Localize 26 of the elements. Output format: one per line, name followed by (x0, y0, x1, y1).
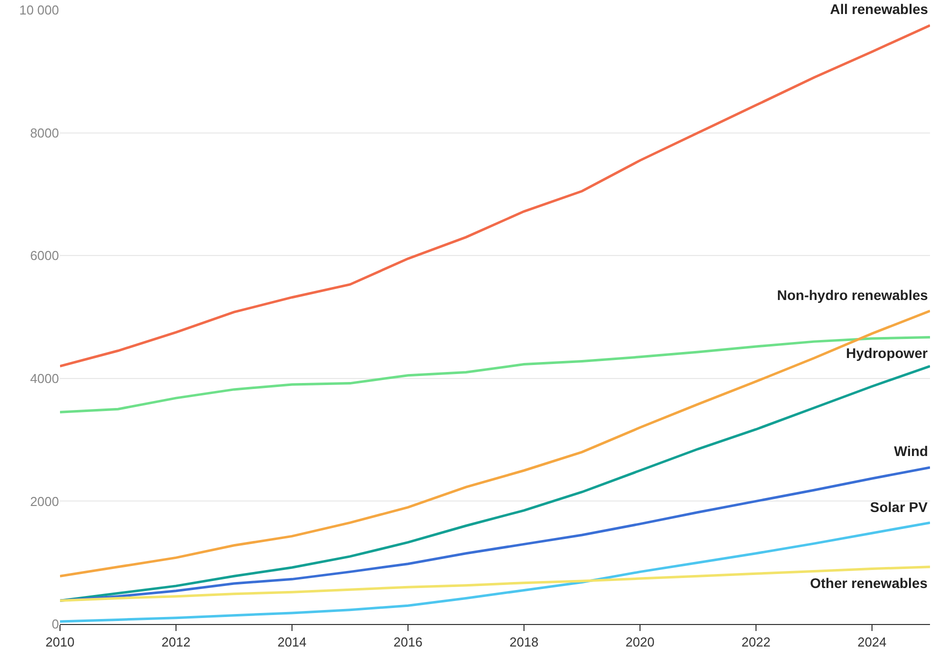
line-series (60, 566, 930, 602)
x-tick-label: 2024 (858, 634, 886, 650)
series-label: Hydropower (846, 345, 928, 361)
line-series (60, 466, 930, 602)
x-tick-label: 2014 (278, 634, 306, 650)
x-tick-label: 2018 (510, 634, 538, 650)
y-tick-label: 8000 (30, 125, 59, 140)
line-series (60, 310, 930, 578)
series-label: Solar PV (870, 499, 928, 515)
series-label: Other renewables (810, 575, 928, 591)
y-tick-label: 0 (52, 616, 59, 632)
y-tick-label: 6000 (30, 248, 59, 264)
series-label: Non-hydro renewables (777, 287, 928, 303)
y-tick-label: 10 000 (19, 2, 59, 18)
series-label: Wind (894, 443, 928, 459)
x-tick-label: 2016 (394, 634, 422, 650)
y-tick-label: 4000 (30, 370, 59, 386)
x-tick-label: 2020 (626, 634, 654, 650)
x-tick-label: 2012 (162, 634, 190, 650)
line-series (60, 24, 930, 368)
line-series (60, 364, 930, 602)
line-series (60, 336, 930, 414)
series-label: All renewables (830, 1, 928, 17)
x-tick-label: 2010 (46, 634, 74, 650)
x-tick-label: 2022 (742, 634, 770, 650)
y-tick-label: 2000 (30, 494, 59, 509)
